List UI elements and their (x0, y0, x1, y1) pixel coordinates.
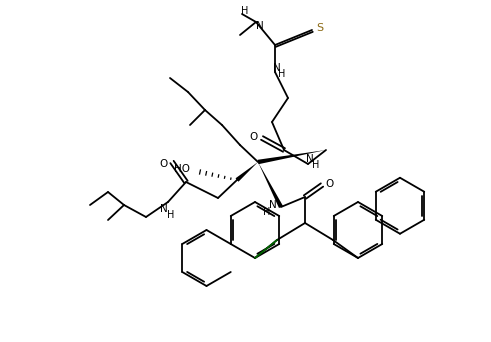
Polygon shape (236, 162, 258, 182)
Text: N: N (306, 154, 314, 164)
Text: N: N (160, 204, 168, 214)
Text: O: O (160, 159, 168, 169)
Text: H: H (312, 160, 320, 170)
Polygon shape (258, 150, 326, 164)
Text: N: N (256, 21, 264, 31)
Text: H: H (278, 69, 286, 79)
Text: O: O (326, 179, 334, 189)
Text: H: H (241, 6, 248, 16)
Text: O: O (250, 132, 258, 142)
Text: H: H (263, 207, 271, 217)
Text: HO: HO (174, 164, 190, 174)
Text: H: H (167, 210, 175, 220)
Polygon shape (258, 162, 283, 208)
Text: S: S (316, 23, 324, 33)
Text: N: N (269, 200, 277, 210)
Text: N: N (273, 63, 281, 73)
